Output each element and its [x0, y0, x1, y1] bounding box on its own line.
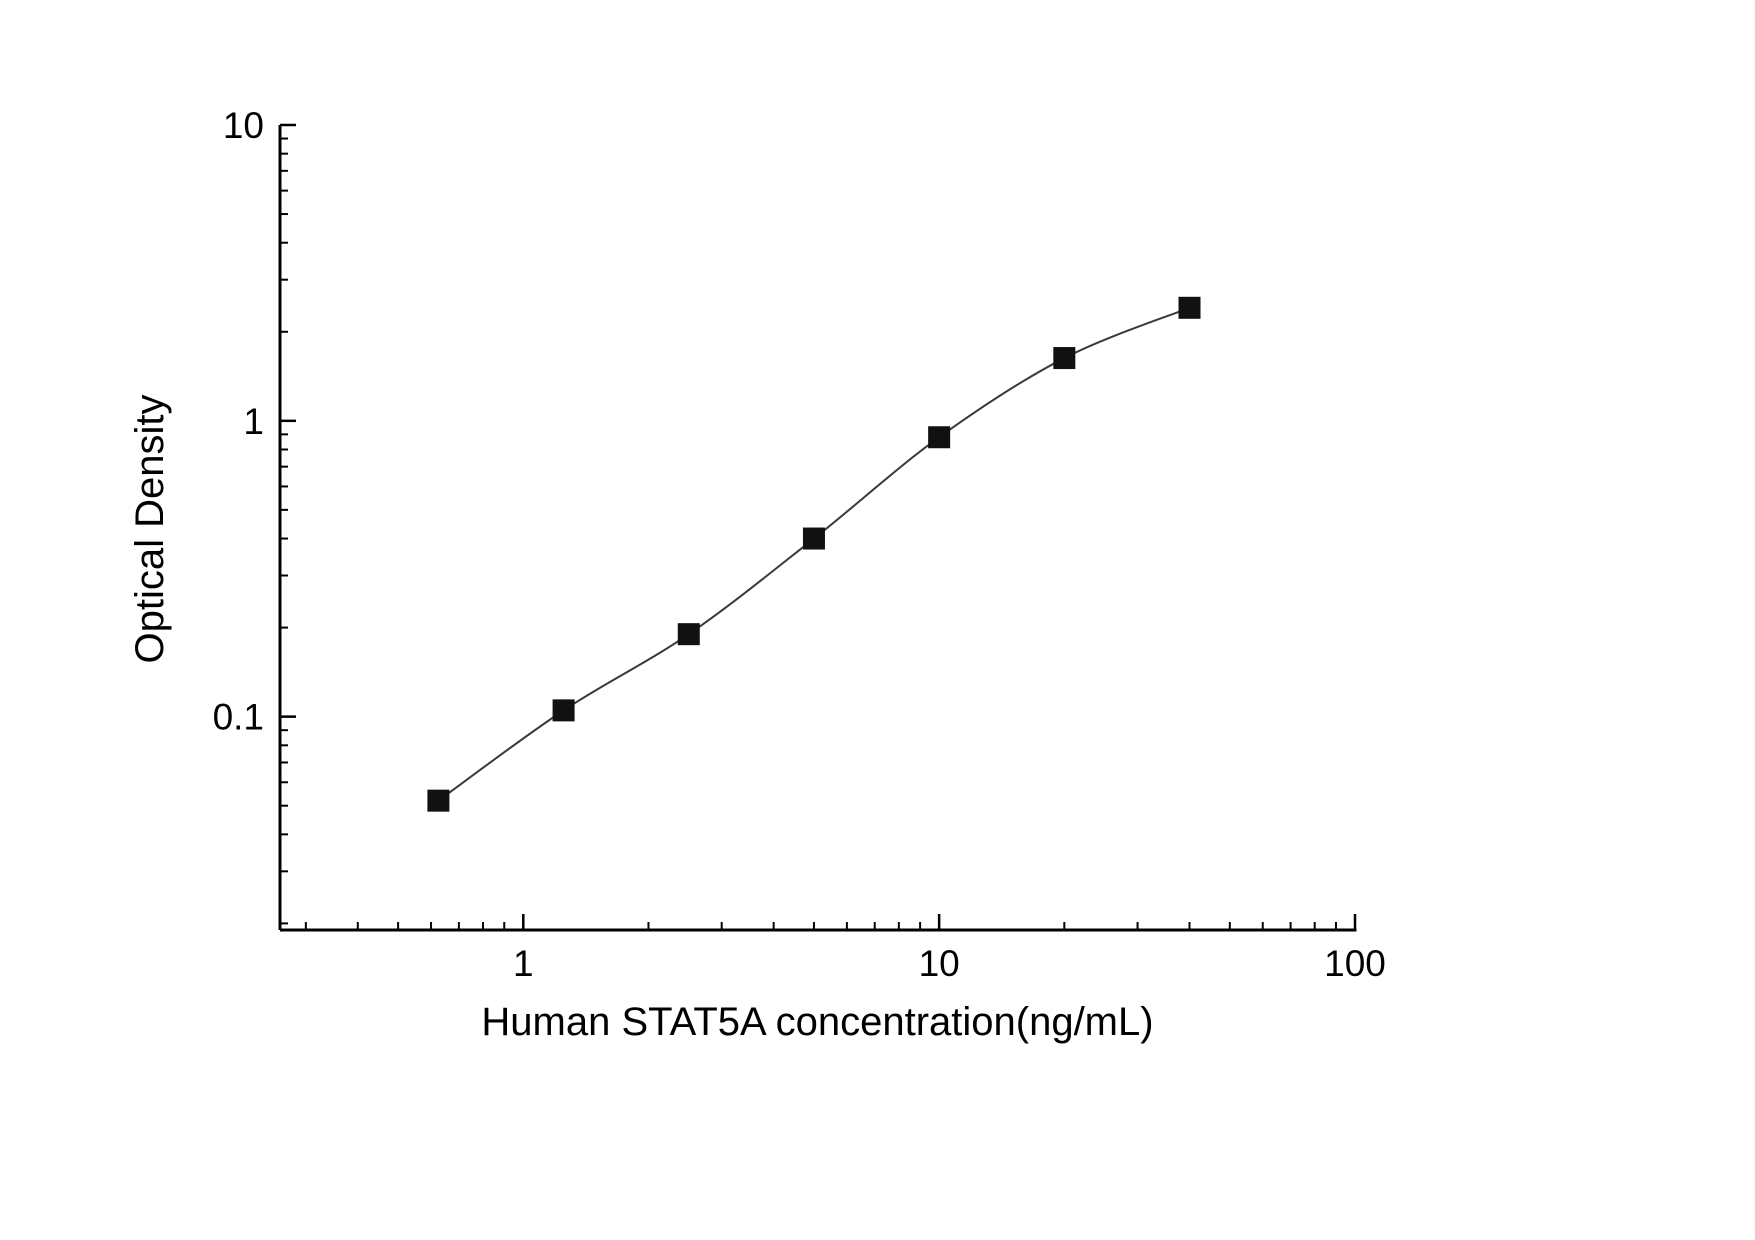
- data-series: [427, 296, 1201, 812]
- data-point-marker: [802, 527, 825, 550]
- data-point-marker: [928, 426, 951, 449]
- y-tick-label: 10: [223, 105, 264, 146]
- fit-curve: [437, 306, 1190, 802]
- x-tick-label: 100: [1324, 943, 1386, 984]
- data-point-marker: [677, 623, 700, 646]
- data-point-marker: [1178, 296, 1201, 319]
- axis-lines: [278, 125, 1357, 932]
- x-axis-title: Human STAT5A concentration(ng/mL): [481, 1000, 1154, 1044]
- x-tick-label: 10: [919, 943, 960, 984]
- y-tick-label: 1: [243, 401, 264, 442]
- data-point-marker: [552, 699, 575, 722]
- y-tick-label: 0.1: [213, 697, 264, 738]
- x-tick-label: 1: [513, 943, 534, 984]
- y-axis-title: Optical Density: [128, 394, 172, 664]
- data-point-marker: [1053, 347, 1076, 370]
- tick-labels: 1 10 100 0.1 1 10: [213, 105, 1386, 984]
- data-point-marker: [427, 789, 450, 812]
